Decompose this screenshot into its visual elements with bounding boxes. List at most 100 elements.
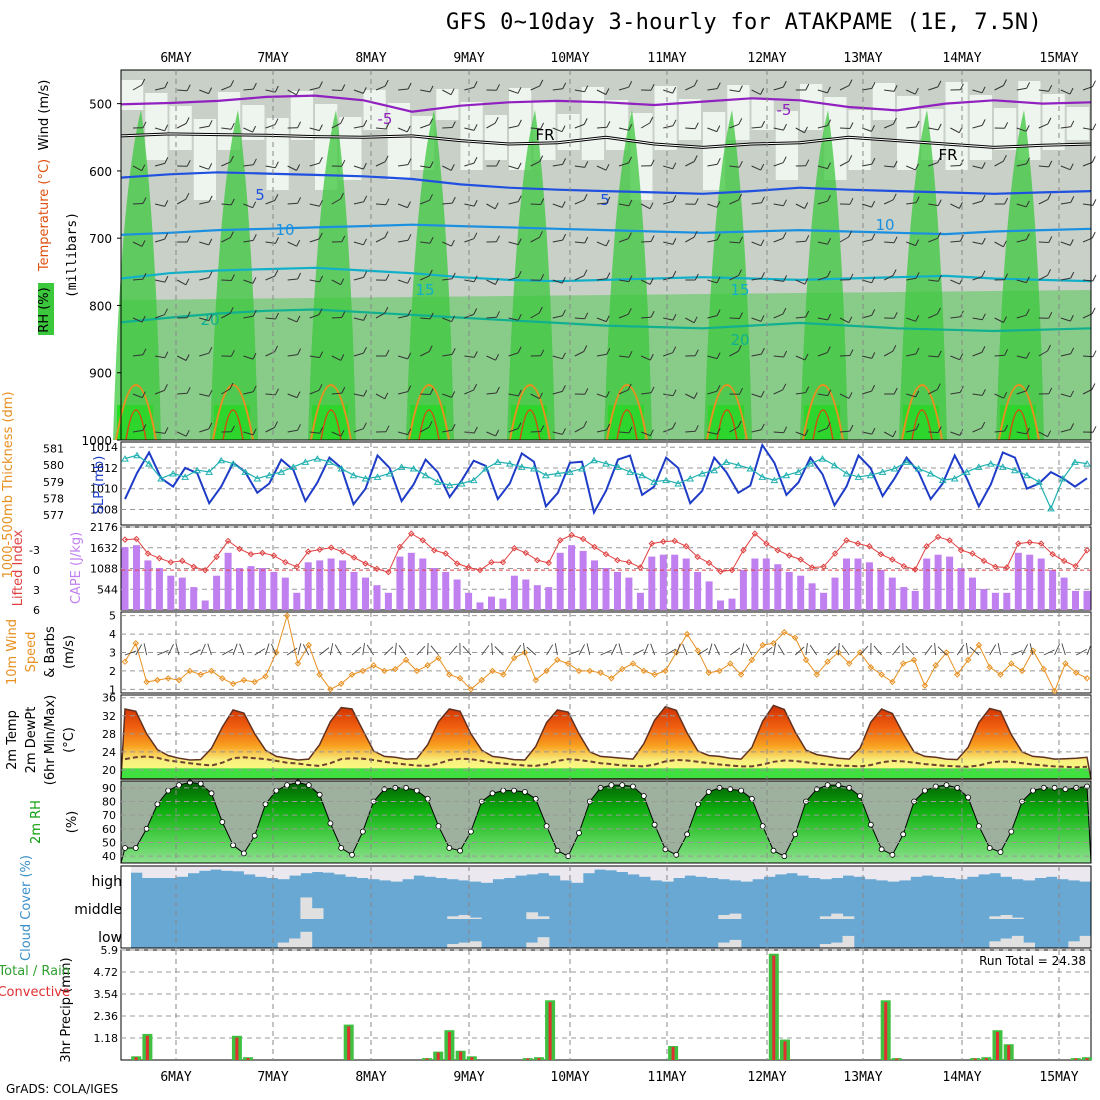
cloud-mid-bar-61 <box>819 916 832 919</box>
temperature-contour-label-9: 20 <box>730 331 749 349</box>
wind-point-88 <box>1072 669 1080 676</box>
cape-bar-29 <box>453 579 461 610</box>
li-point-39 <box>568 531 575 539</box>
wind-barb-37 <box>523 643 526 656</box>
wind-point-10 <box>229 680 237 688</box>
precip-conv-bar-78 <box>996 1032 999 1060</box>
thickness-point-60 <box>842 470 851 477</box>
wind-barb-15 <box>286 647 298 656</box>
rh2m-point-42 <box>576 830 582 836</box>
cloud-low-bar-79 <box>1023 942 1035 948</box>
wind-point-33 <box>478 676 485 684</box>
wind-barb-20 <box>334 644 342 656</box>
thickness-point-49 <box>710 466 719 474</box>
thickness-point-73 <box>998 463 1007 470</box>
cape-bar-63 <box>843 558 850 610</box>
precip-conv-bar-20 <box>347 1026 351 1060</box>
li-point-3 <box>156 555 163 562</box>
cloud-high-gap-17 <box>323 866 335 873</box>
rh2m-point-31 <box>457 847 464 854</box>
li-point-24 <box>396 543 404 551</box>
rh2m-point-53 <box>695 801 701 808</box>
cloud-mid-bar-30 <box>469 917 482 919</box>
cloud-high-gap-45 <box>639 866 651 877</box>
cape-bar-64 <box>854 558 862 610</box>
rh-dry-patch-16 <box>509 88 532 170</box>
li-point-38 <box>556 537 564 544</box>
cloud-high-gap-26 <box>424 866 437 877</box>
wind-point-73 <box>910 656 918 664</box>
wind-axis-label-3: (m/s) <box>62 635 77 669</box>
li-point-21 <box>362 560 369 567</box>
rh2m-point-76 <box>943 782 950 788</box>
cloud-high-gap-78 <box>1011 866 1024 880</box>
wind-barb-38 <box>526 646 537 656</box>
cape-bar-48 <box>671 554 679 610</box>
wind-barb-67 <box>841 645 850 656</box>
thickness-point-12 <box>265 471 274 479</box>
precip-axis-label: 3hr Precip (mm) <box>59 957 74 1062</box>
date-label-top-4: 10MAY <box>550 51 589 66</box>
cape-bar-26 <box>419 558 427 610</box>
rh2m-point-82 <box>1008 828 1015 835</box>
cape-bar-61 <box>820 592 828 610</box>
wind-barb-60 <box>773 643 777 656</box>
rh2m-point-5 <box>176 782 182 788</box>
cape-bar-75 <box>980 589 988 610</box>
wind-point-46 <box>619 665 626 673</box>
cloud-high-gap-48 <box>673 866 685 878</box>
li-point-65 <box>866 543 873 550</box>
wind-barb-62 <box>794 646 805 656</box>
date-label-bottom-3: 9MAY <box>453 1070 484 1085</box>
rh-dry-patch-30 <box>848 110 871 170</box>
thickness-point-76 <box>1035 478 1043 485</box>
rh2m-point-62 <box>792 831 799 838</box>
wind-point-78 <box>964 656 972 664</box>
wind-barb-40 <box>554 643 558 656</box>
precip-conv-bar-36 <box>526 1058 530 1060</box>
wind-barb-87 <box>1061 643 1066 656</box>
wind-barb-36 <box>513 644 522 656</box>
thickness-point-53 <box>758 473 767 480</box>
cloud-high-gap-44 <box>627 866 640 875</box>
temp-axis-label-2: (6hr Min/Max) <box>43 695 58 785</box>
cape-bar-34 <box>510 575 518 610</box>
wind-point-4 <box>165 675 172 682</box>
rh-dry-patch-22 <box>654 86 677 150</box>
cloud-high-gap-71 <box>932 866 945 877</box>
cloud-high-gap-33 <box>503 866 516 878</box>
wind-point-66 <box>835 649 842 656</box>
wind-point-5 <box>175 676 183 684</box>
li-point-5 <box>179 557 186 565</box>
wind-barb-23 <box>366 644 374 656</box>
rh-dry-patch-13 <box>436 89 459 120</box>
pressure-tick-3: 800 <box>89 299 112 313</box>
wind-tick-2: 3 <box>109 647 116 660</box>
wind-barb-66 <box>837 642 840 656</box>
cape-bar-41 <box>591 560 598 610</box>
cape-bar-83 <box>1072 590 1079 610</box>
cloud-high-gap-30 <box>469 866 482 882</box>
wind-barb-58 <box>745 644 753 656</box>
rh-dry-patch-26 <box>751 98 774 130</box>
rh2m-point-29 <box>435 823 442 829</box>
wind-barb-21 <box>351 646 362 656</box>
wind-barb-8 <box>207 643 212 656</box>
wind-point-75 <box>932 662 939 669</box>
thickness-point-37 <box>566 468 574 475</box>
slp-tick-0: 1008 <box>90 503 118 516</box>
cape-bar-33 <box>499 598 507 610</box>
cloud-high-gap-8 <box>221 866 234 871</box>
wind-barb-89 <box>1086 643 1092 656</box>
wind-barb-25 <box>394 642 397 656</box>
wind-barb-43 <box>586 643 591 656</box>
cloud-high-gap-56 <box>763 866 776 877</box>
cape-bar-8 <box>213 575 221 610</box>
wind-barb-24 <box>384 646 394 656</box>
wind-barb-74 <box>924 645 933 656</box>
rh2m-point-0 <box>122 845 128 851</box>
li-point-54 <box>740 547 747 554</box>
surface-isotherm-inner-1 <box>222 409 244 441</box>
li-point-40 <box>579 535 587 543</box>
wind-barb-42 <box>578 644 585 656</box>
